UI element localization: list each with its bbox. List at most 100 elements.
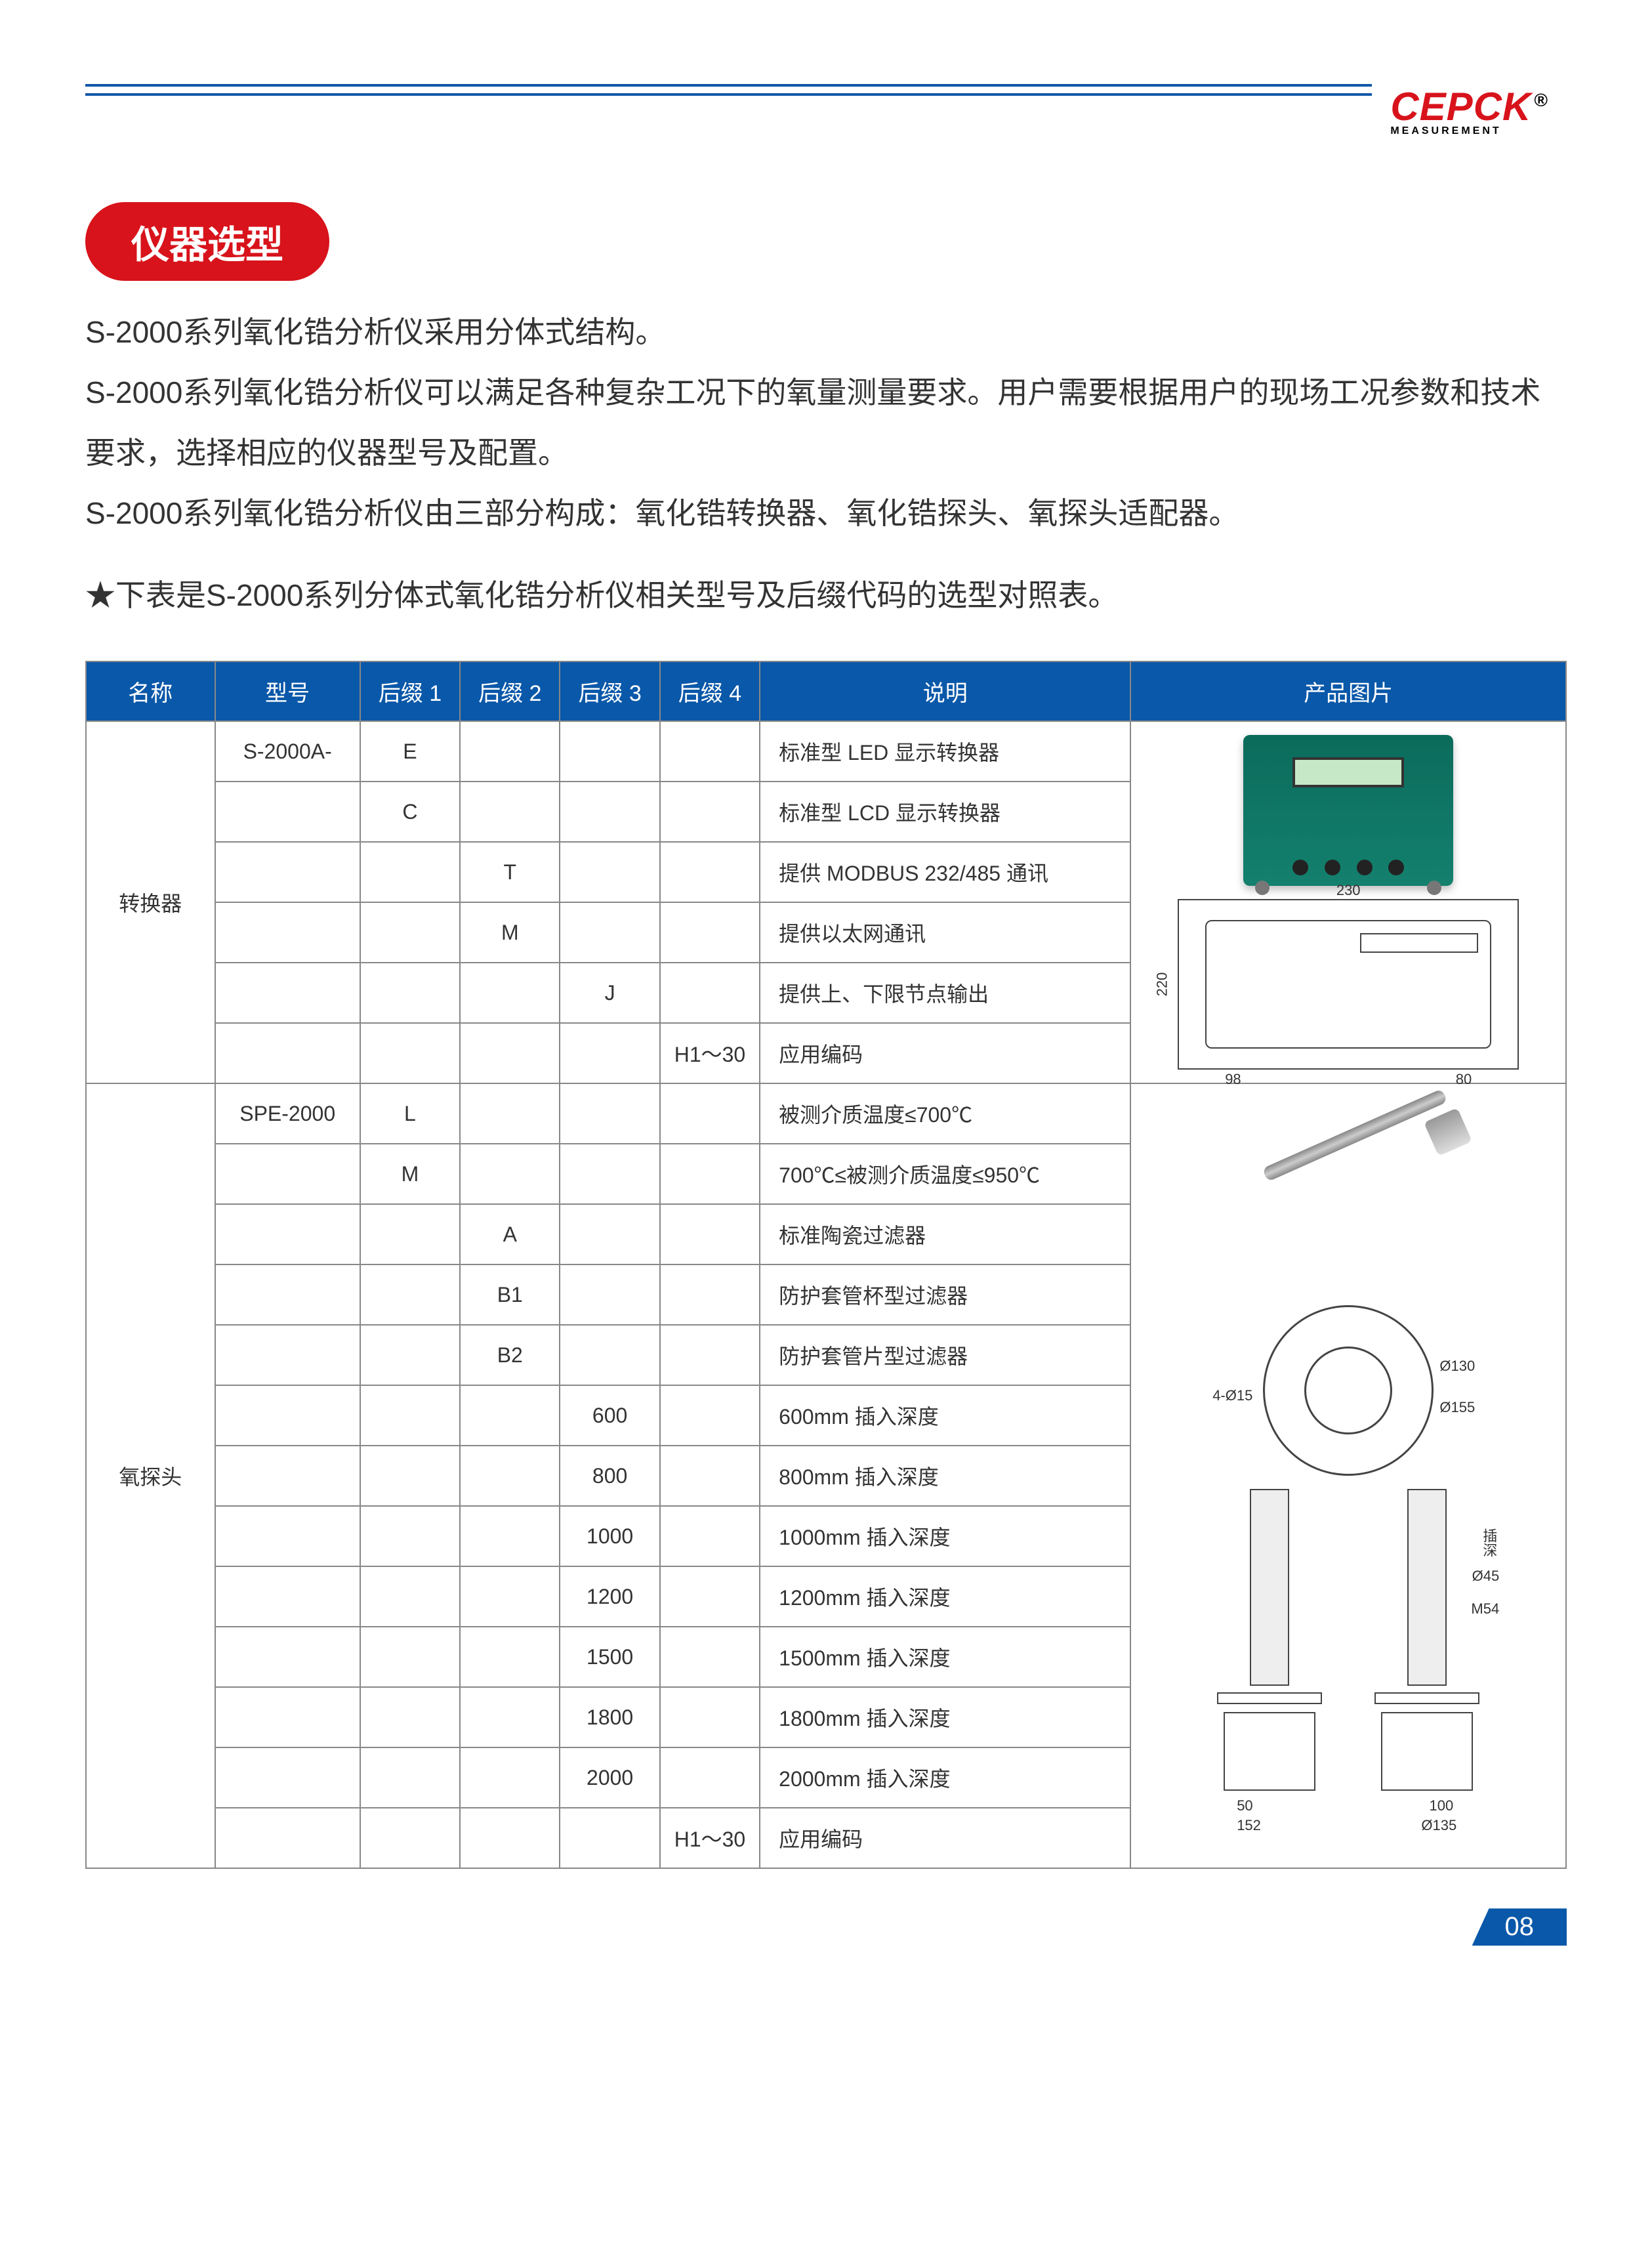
intro-paragraphs: S-2000系列氧化锆分析仪采用分体式结构。 S-2000系列氧化锆分析仪可以满… xyxy=(85,302,1567,543)
cell-desc: 标准型 LED 显示转换器 xyxy=(760,721,1130,782)
th-sfx1: 后缀 1 xyxy=(360,661,460,721)
cell-sfx3: 1200 xyxy=(560,1566,659,1627)
cell-model xyxy=(215,1264,360,1325)
th-img: 产品图片 xyxy=(1130,661,1566,721)
drawing-dim-bl: 98 xyxy=(1225,1071,1241,1088)
probe-photo-icon xyxy=(1224,1121,1473,1292)
cell-desc: 2000mm 插入深度 xyxy=(760,1747,1130,1808)
cell-desc: 1000mm 插入深度 xyxy=(760,1506,1130,1566)
assy-dim-d45: Ø45 xyxy=(1472,1568,1500,1585)
cell-model: S-2000A- xyxy=(215,721,360,782)
section-title: 仪器选型 xyxy=(85,202,329,281)
th-sfx2: 后缀 2 xyxy=(460,661,560,721)
cell-model xyxy=(215,963,360,1023)
cell-sfx3: 1800 xyxy=(560,1687,659,1747)
cell-sfx4 xyxy=(660,842,760,902)
cell-desc: 标准型 LCD 显示转换器 xyxy=(760,782,1130,842)
flange-dim-d1: Ø130 xyxy=(1439,1358,1475,1375)
drawing-dim-br: 80 xyxy=(1456,1071,1472,1088)
cell-sfx2: M xyxy=(460,902,560,963)
cell-sfx3: 2000 xyxy=(560,1747,659,1808)
flange-dim-d2: Ø155 xyxy=(1439,1399,1475,1416)
th-sfx4: 后缀 4 xyxy=(660,661,760,721)
intro-line: S-2000系列氧化锆分析仪由三部分构成：氧化锆转换器、氧化锆探头、氧探头适配器… xyxy=(85,483,1567,543)
cell-model xyxy=(215,1023,360,1083)
cell-sfx1 xyxy=(360,1325,460,1385)
cell-sfx3: 800 xyxy=(560,1446,659,1506)
selection-table: 名称 型号 后缀 1 后缀 2 后缀 3 后缀 4 说明 产品图片 转换器 S-… xyxy=(85,661,1567,1869)
cell-sfx4 xyxy=(660,1264,760,1325)
flange-dim-d3: 4-Ø15 xyxy=(1212,1387,1252,1404)
brand-logo: CEPCK® MEASUREMENT xyxy=(1372,84,1567,137)
cell-sfx1 xyxy=(360,1264,460,1325)
cell-model xyxy=(215,1808,360,1868)
cell-sfx3: 600 xyxy=(560,1385,659,1446)
cell-desc: 被测介质温度≤700℃ xyxy=(760,1083,1130,1144)
group-name: 氧探头 xyxy=(86,1083,215,1868)
cell-sfx1: C xyxy=(360,782,460,842)
cell-sfx3 xyxy=(560,1325,659,1385)
th-sfx3: 后缀 3 xyxy=(560,661,659,721)
star-note: ★下表是S-2000系列分体式氧化锆分析仪相关型号及后缀代码的选型对照表。 xyxy=(85,567,1567,624)
cell-sfx1: L xyxy=(360,1083,460,1144)
cell-sfx1: M xyxy=(360,1144,460,1204)
cell-sfx1 xyxy=(360,842,460,902)
cell-sfx3 xyxy=(560,902,659,963)
cell-sfx2: T xyxy=(460,842,560,902)
brand-reg: ® xyxy=(1534,90,1548,110)
cell-desc: 应用编码 xyxy=(760,1808,1130,1868)
cell-sfx3 xyxy=(560,1204,659,1264)
cell-sfx3 xyxy=(560,1264,659,1325)
assy-dim-m54: M54 xyxy=(1471,1600,1499,1618)
cell-sfx3 xyxy=(560,1808,659,1868)
cell-model xyxy=(215,842,360,902)
cell-desc: 提供上、下限节点输出 xyxy=(760,963,1130,1023)
cell-desc: 1200mm 插入深度 xyxy=(760,1566,1130,1627)
cell-sfx3 xyxy=(560,1144,659,1204)
cell-desc: 提供以太网通讯 xyxy=(760,902,1130,963)
cell-sfx4 xyxy=(660,902,760,963)
cell-desc: 1800mm 插入深度 xyxy=(760,1687,1130,1747)
cell-sfx2 xyxy=(460,1083,560,1144)
intro-line: S-2000系列氧化锆分析仪可以满足各种复杂工况下的氧量测量要求。用户需要根据用… xyxy=(85,362,1567,483)
th-model: 型号 xyxy=(215,661,360,721)
cell-sfx1 xyxy=(360,1446,460,1506)
cell-sfx2 xyxy=(460,1566,560,1627)
table-header-row: 名称 型号 后缀 1 后缀 2 后缀 3 后缀 4 说明 产品图片 xyxy=(86,661,1566,721)
table-row: 氧探头 SPE-2000 L 被测介质温度≤700℃ Ø130 Ø155 4-Ø… xyxy=(86,1083,1566,1144)
cell-sfx1 xyxy=(360,1385,460,1446)
cell-sfx2 xyxy=(460,1506,560,1566)
cell-sfx2 xyxy=(460,1747,560,1808)
probe-assembly-drawing-icon: Ø45 M54 插深 50 100 152 Ø135 xyxy=(1178,1489,1519,1830)
cell-sfx3 xyxy=(560,782,659,842)
cell-model xyxy=(215,1385,360,1446)
cell-sfx3 xyxy=(560,842,659,902)
assy-dim-dep: 插深 xyxy=(1478,1528,1499,1557)
cell-sfx4 xyxy=(660,1325,760,1385)
cell-desc: 标准陶瓷过滤器 xyxy=(760,1204,1130,1264)
assy-dim-d100: 100 xyxy=(1429,1797,1453,1814)
cell-model xyxy=(215,1566,360,1627)
cell-sfx2 xyxy=(460,1627,560,1687)
cell-sfx2 xyxy=(460,1385,560,1446)
cell-model xyxy=(215,1446,360,1506)
cell-sfx2 xyxy=(460,1808,560,1868)
intro-line: S-2000系列氧化锆分析仪采用分体式结构。 xyxy=(85,302,1567,362)
cell-model xyxy=(215,1747,360,1808)
cell-sfx1 xyxy=(360,902,460,963)
cell-sfx3 xyxy=(560,1083,659,1144)
cell-sfx3: 1000 xyxy=(560,1506,659,1566)
cell-desc: 防护套管片型过滤器 xyxy=(760,1325,1130,1385)
group-name: 转换器 xyxy=(86,721,215,1083)
cell-desc: 700℃≤被测介质温度≤950℃ xyxy=(760,1144,1130,1204)
cell-sfx3 xyxy=(560,1023,659,1083)
cell-model xyxy=(215,902,360,963)
cell-sfx1 xyxy=(360,1023,460,1083)
cell-sfx2: B2 xyxy=(460,1325,560,1385)
cell-sfx2 xyxy=(460,1687,560,1747)
th-desc: 说明 xyxy=(760,661,1130,721)
cell-sfx3: 1500 xyxy=(560,1627,659,1687)
cell-model xyxy=(215,1627,360,1687)
cell-sfx2 xyxy=(460,1144,560,1204)
cell-sfx4: H1～30 xyxy=(660,1808,760,1868)
